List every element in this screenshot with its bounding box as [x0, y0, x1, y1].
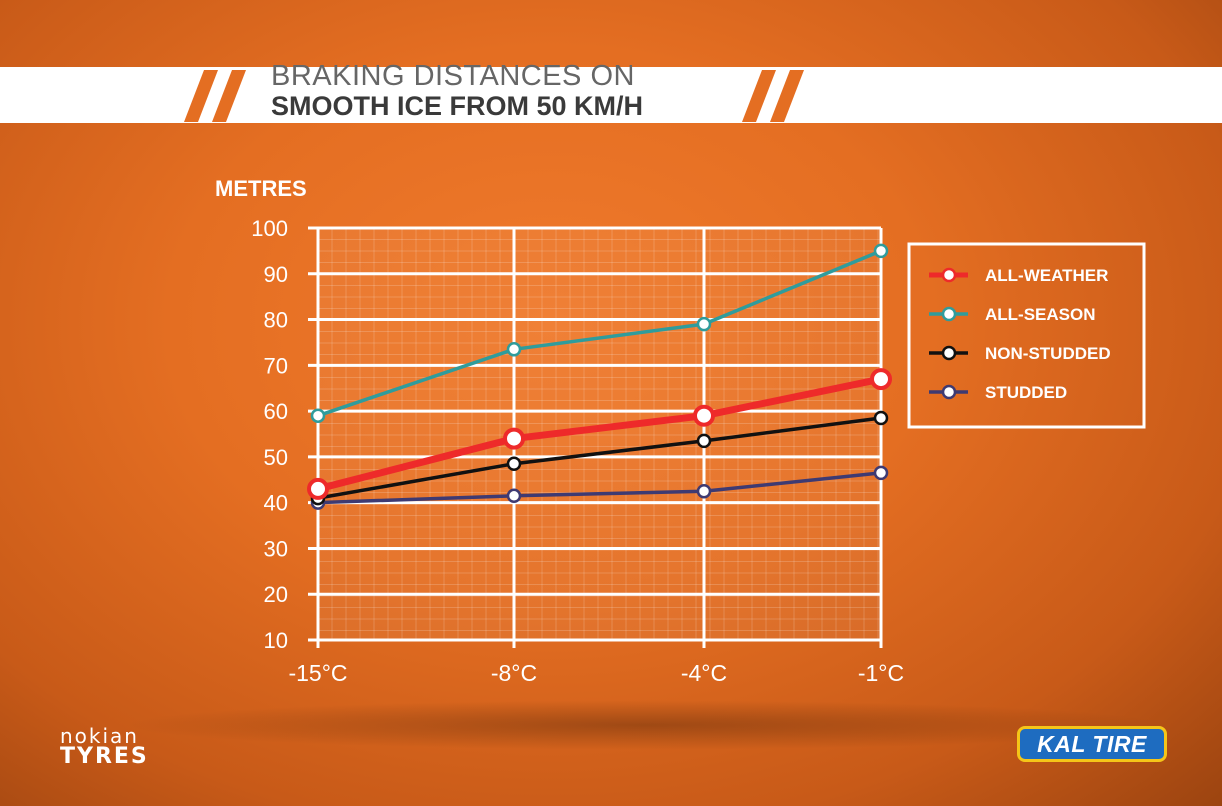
- chart-title: BRAKING DISTANCES ON SMOOTH ICE FROM 50 …: [271, 62, 643, 120]
- data-point: [307, 477, 329, 500]
- y-tick-label: 90: [264, 262, 288, 287]
- y-tick-label: 70: [264, 353, 288, 378]
- y-tick-label: 80: [264, 308, 288, 333]
- title-line-1: BRAKING DISTANCES ON: [271, 60, 635, 92]
- series-layer: [307, 243, 892, 510]
- nokian-tyres-logo: nokian TYRES: [60, 726, 149, 768]
- data-point: [873, 243, 889, 259]
- data-point: [503, 427, 525, 450]
- data-point: [696, 316, 712, 332]
- title-line-2: SMOOTH ICE FROM 50 KM/H: [271, 91, 644, 121]
- y-tick-label: 60: [264, 399, 288, 424]
- data-point: [310, 408, 326, 423]
- data-point: [506, 488, 522, 504]
- legend-swatch-marker: [941, 267, 957, 283]
- legend-label: STUDDED: [985, 383, 1067, 402]
- grid-minor: [317, 227, 881, 640]
- x-tick-label: -1°C: [858, 660, 904, 686]
- series-line-non-studded: [317, 416, 882, 500]
- legend-swatch-marker: [941, 345, 957, 361]
- legend-swatch-marker: [941, 384, 957, 400]
- y-tick-label: 30: [264, 536, 288, 561]
- nokian-logo-top: nokian: [60, 724, 139, 748]
- series-line-studded: [317, 471, 882, 505]
- kal-tire-logo: KAL TIRE: [1017, 726, 1167, 762]
- data-point: [693, 404, 715, 427]
- y-tick-label: 100: [251, 216, 288, 241]
- legend: ALL-WEATHER ALL-SEASON NON-STUDDED STUDDED: [907, 242, 1146, 429]
- legend-label: ALL-SEASON: [985, 305, 1096, 324]
- y-tick-label: 40: [264, 491, 288, 516]
- ground-shadow: [120, 700, 1170, 750]
- data-point: [696, 433, 712, 449]
- x-tick-label: -8°C: [491, 660, 537, 686]
- y-axis-label: METRES: [215, 176, 307, 201]
- y-tick-label: 20: [264, 582, 288, 607]
- data-point: [506, 456, 522, 472]
- data-point: [873, 465, 889, 481]
- data-point: [873, 410, 889, 426]
- nokian-logo-bottom: TYRES: [60, 744, 149, 769]
- legend-label: NON-STUDDED: [985, 344, 1111, 363]
- data-point: [696, 483, 712, 499]
- series-line-all-season: [317, 249, 882, 418]
- series-line-all-weather: [317, 375, 882, 493]
- legend-box: [907, 242, 1146, 429]
- legend-swatch-marker: [941, 306, 957, 322]
- x-axis-ticks: -15°C -8°C -4°C -1°C: [288, 660, 904, 686]
- x-tick-label: -15°C: [288, 660, 347, 686]
- plot-area: [318, 228, 881, 640]
- y-tick-label: 50: [264, 445, 288, 470]
- data-point: [506, 342, 522, 357]
- x-tick-label: -4°C: [681, 660, 727, 686]
- y-axis-ticks: 100 90 80 70 60 50 40 30 20 10: [251, 216, 288, 653]
- y-tick-label: 10: [264, 628, 288, 653]
- data-point: [870, 368, 892, 391]
- legend-label: ALL-WEATHER: [985, 266, 1108, 285]
